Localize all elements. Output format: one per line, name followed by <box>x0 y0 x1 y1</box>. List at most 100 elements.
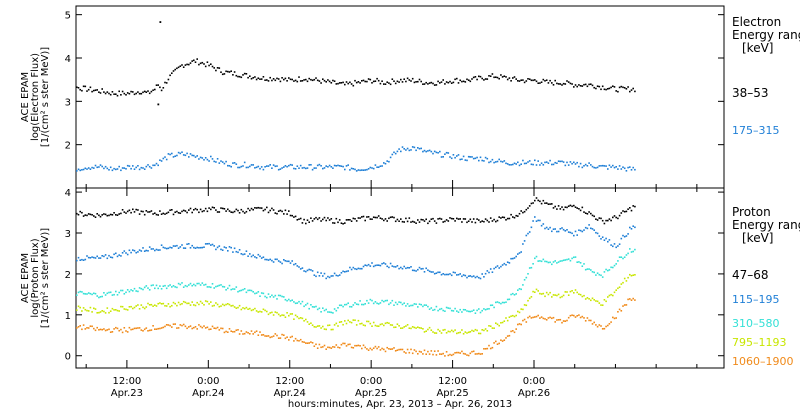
electron-point <box>271 79 273 82</box>
proton-point <box>116 327 119 330</box>
proton-point <box>148 289 151 291</box>
proton-y-tick-label: 0 <box>65 352 71 363</box>
proton-point <box>442 273 444 275</box>
proton-point <box>603 222 606 225</box>
electron-point <box>218 162 221 164</box>
proton-point <box>466 276 468 279</box>
proton-point <box>523 210 526 213</box>
proton-point <box>418 266 421 269</box>
proton-point <box>264 335 266 337</box>
electron-point <box>162 157 165 160</box>
proton-point <box>569 204 572 207</box>
proton-point <box>165 247 168 250</box>
proton-point <box>305 342 307 344</box>
proton-point <box>279 315 282 317</box>
proton-point <box>281 333 283 336</box>
proton-point <box>464 274 467 277</box>
proton-point <box>513 257 516 259</box>
electron-point <box>279 168 282 170</box>
proton-point <box>427 222 429 225</box>
proton-point <box>86 327 88 329</box>
proton-point <box>539 219 541 222</box>
electron-point <box>87 167 90 169</box>
electron-point <box>291 78 293 81</box>
proton-point <box>98 257 100 259</box>
proton-point <box>172 285 175 287</box>
proton-point <box>415 270 417 272</box>
electron-point <box>352 168 355 170</box>
proton-point <box>522 243 524 245</box>
proton-point <box>393 216 395 219</box>
proton-point <box>388 266 390 269</box>
electron-point <box>583 165 585 167</box>
proton-point <box>165 287 168 290</box>
proton-point <box>581 230 584 233</box>
proton-point <box>325 328 327 331</box>
proton-point <box>189 247 192 249</box>
electron-point <box>534 159 536 162</box>
proton-point <box>294 302 297 305</box>
proton-point <box>223 246 226 248</box>
electron-point <box>439 150 441 153</box>
electron-point <box>165 82 168 84</box>
electron-point <box>608 164 611 167</box>
electron-point <box>561 160 563 163</box>
electron-point <box>549 159 551 162</box>
proton-point <box>425 218 427 221</box>
proton-point <box>461 221 463 223</box>
proton-point <box>157 249 159 251</box>
proton-point <box>143 307 146 310</box>
electron-point <box>111 169 114 172</box>
proton-point <box>601 328 604 330</box>
proton-point <box>505 337 507 339</box>
proton-point <box>254 307 256 310</box>
proton-point <box>89 306 92 309</box>
proton-point <box>115 214 117 216</box>
proton-point <box>284 298 287 301</box>
proton-point <box>503 216 506 219</box>
electron-point <box>94 164 97 167</box>
proton-point <box>372 347 375 349</box>
electron-point <box>276 165 278 167</box>
proton-point <box>128 290 131 293</box>
proton-point <box>262 308 265 311</box>
electron-point <box>562 82 565 85</box>
proton-point <box>554 294 556 296</box>
electron-point <box>573 161 575 164</box>
electron-point <box>118 90 120 93</box>
proton-point <box>618 308 621 311</box>
proton-point <box>89 325 92 327</box>
proton-point <box>433 308 436 311</box>
proton-point <box>82 215 85 217</box>
electron-point <box>544 161 546 164</box>
proton-point <box>610 219 612 222</box>
proton-point <box>293 263 295 266</box>
proton-point <box>208 303 210 305</box>
electron-point <box>93 167 95 169</box>
proton-point <box>430 271 433 273</box>
proton-point <box>162 326 165 329</box>
proton-point <box>578 208 580 210</box>
electron-y-label-line3: [1/(cm² s ster MeV)] <box>40 47 51 147</box>
proton-point <box>479 311 482 314</box>
proton-point <box>221 207 224 210</box>
electron-point <box>330 166 333 168</box>
electron-point <box>143 168 146 170</box>
proton-point <box>584 212 587 214</box>
x-tick-date-label: Apr.24 <box>274 388 306 399</box>
proton-series-2 <box>76 216 636 280</box>
proton-point <box>123 250 126 252</box>
electron-point <box>262 168 265 171</box>
proton-point <box>143 286 146 289</box>
proton-point <box>338 219 341 221</box>
electron-point <box>523 162 526 165</box>
proton-point <box>115 252 117 255</box>
proton-point <box>276 258 278 261</box>
proton-point <box>586 317 589 319</box>
proton-point <box>133 211 136 213</box>
proton-point <box>488 308 490 310</box>
x-tick-date-label: Apr.25 <box>355 388 387 399</box>
proton-point <box>535 197 538 199</box>
proton-point <box>147 287 149 289</box>
electron-point <box>357 169 360 171</box>
